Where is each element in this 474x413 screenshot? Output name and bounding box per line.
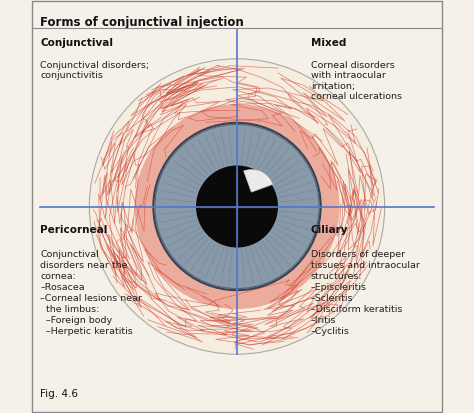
Circle shape bbox=[155, 124, 319, 289]
Text: Conjunctival
disorders near the
cornea:
–Rosacea
–Corneal lesions near
  the lim: Conjunctival disorders near the cornea: … bbox=[40, 249, 142, 336]
Circle shape bbox=[196, 166, 278, 247]
Text: Pericorneal: Pericorneal bbox=[40, 225, 108, 235]
Circle shape bbox=[89, 59, 385, 354]
Text: Ciliary: Ciliary bbox=[311, 225, 348, 235]
Text: Conjunctival disorders;
conjunctivitis: Conjunctival disorders; conjunctivitis bbox=[40, 61, 149, 80]
Text: Conjunctival: Conjunctival bbox=[40, 38, 113, 48]
Circle shape bbox=[135, 104, 339, 309]
Wedge shape bbox=[244, 170, 273, 192]
Text: Corneal disorders
with intraocular
irritation;
corneal ulcerations: Corneal disorders with intraocular irrit… bbox=[311, 61, 402, 101]
Text: Mixed: Mixed bbox=[311, 38, 346, 48]
Wedge shape bbox=[237, 59, 385, 206]
Text: Forms of conjunctival injection: Forms of conjunctival injection bbox=[40, 16, 244, 29]
Wedge shape bbox=[89, 59, 237, 206]
Wedge shape bbox=[89, 206, 237, 354]
Text: Fig. 4.6: Fig. 4.6 bbox=[40, 389, 78, 399]
Wedge shape bbox=[237, 206, 385, 354]
Text: Disorders of deeper
tissues and intraocular
structures:
–Episcleritis
–Scleritis: Disorders of deeper tissues and intraocu… bbox=[311, 249, 419, 336]
